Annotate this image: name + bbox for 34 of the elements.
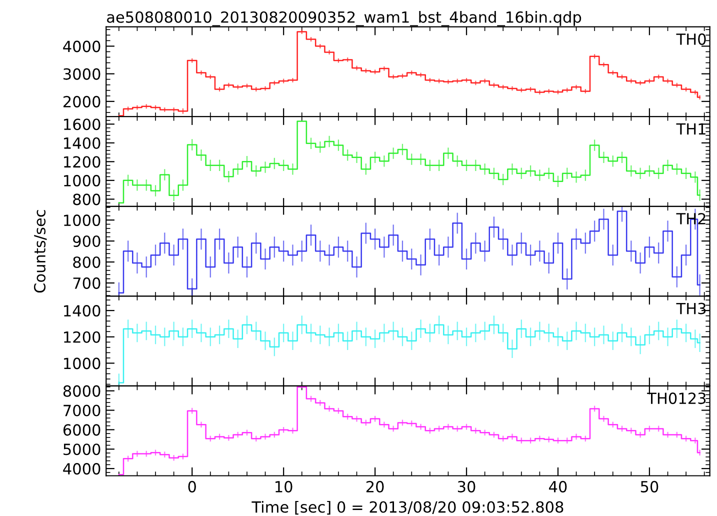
y-tick-label: 1000: [64, 358, 100, 370]
x-tick-label: 10: [276, 480, 292, 492]
y-tick-label: 800: [73, 256, 100, 268]
y-tick-label: 3000: [64, 68, 100, 80]
y-tick-label: 1200: [64, 331, 100, 343]
y-tick-label: 7000: [64, 404, 100, 416]
y-tick-label: 5000: [64, 444, 100, 456]
y-tick-label: 1600: [64, 118, 100, 130]
y-tick-label: 900: [73, 235, 100, 248]
annotation: TH0: [676, 33, 706, 45]
y-tick-label: 4000: [63, 463, 100, 475]
x-tick-label: 50: [640, 480, 658, 492]
y-tick-label: 800: [73, 194, 100, 206]
y-tick-label: 1000: [64, 174, 100, 186]
annotation: TH2: [676, 212, 706, 224]
annotation: TH3: [676, 302, 706, 314]
y-tick-label: 1000: [64, 214, 100, 226]
y-tick-label: 4000: [63, 40, 100, 52]
y-tick-label: 8000: [63, 385, 100, 397]
y-tick-label: 2000: [63, 96, 100, 108]
y-tick-label: 700: [73, 277, 100, 289]
y-tick-label: 1200: [64, 156, 100, 168]
x-tick-label: 20: [366, 480, 384, 492]
y-axis-title: Counts/sec: [34, 210, 47, 293]
x-tick-label: 0: [188, 480, 196, 492]
annotation: TH1: [676, 123, 706, 135]
y-tick-label: 1400: [64, 137, 100, 149]
x-tick-label: 30: [458, 480, 476, 492]
annotation: TH0123: [647, 392, 706, 404]
x-axis-title: Time [sec] 0 = 2013/08/20 09:03:52.808: [252, 500, 564, 515]
y-tick-label: 1400: [64, 305, 100, 317]
x-tick-label: 40: [549, 480, 567, 492]
y-tick-label: 6000: [63, 424, 100, 436]
chart-title: ae508080010_20130820090352_wam1_bst_4band_16bin.qdp: [107, 11, 582, 26]
